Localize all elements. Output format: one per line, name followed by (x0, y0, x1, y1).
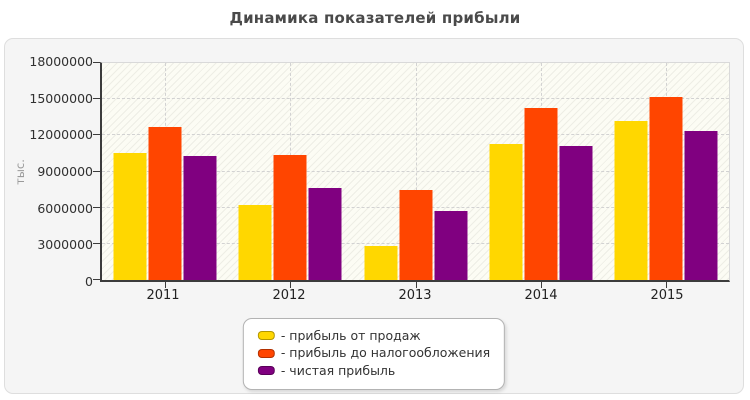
bar-2013-прибыль-от-продаж (364, 246, 397, 280)
legend-item: - прибыль до налогообложения (257, 345, 491, 363)
bar-2015-прибыль-от-продаж (614, 121, 648, 280)
bar-2011-прибыль-от-продаж (113, 153, 147, 280)
legend-swatch-icon (257, 366, 275, 376)
y-tick-label: 15000000 (29, 90, 93, 106)
bar-2014-прибыль-от-продаж (489, 144, 523, 280)
legend-item-label: - прибыль до налогообложения (280, 345, 491, 360)
x-tick-label: 2015 (650, 288, 684, 303)
bar-group-2011 (113, 63, 217, 280)
x-axis-tick-labels: 2011 2012 2013 2014 2015 (100, 288, 730, 308)
x-axis-tick-mark (290, 282, 292, 288)
x-axis-tick-mark (164, 282, 166, 288)
bar-group-2012 (238, 63, 342, 280)
bar-2013-прибыль-до-налогообложения (399, 189, 432, 280)
legend-item-label: - прибыль от продаж (280, 327, 421, 343)
y-axis-tick-mark (93, 134, 100, 136)
chart-panel: тыс. 0 3000000 6000000 9000000 12000000 15000… (4, 38, 744, 394)
y-axis-tick-mark (93, 206, 100, 208)
bar-group-2013 (364, 63, 467, 280)
bar-2012-прибыль-до-налогообложения (273, 155, 307, 280)
x-tick-label: 2012 (272, 288, 306, 303)
y-axis-tick-mark (93, 62, 100, 63)
bar-2011-прибыль-до-налогообложения (148, 126, 182, 280)
x-axis-tick-mark (415, 282, 417, 288)
legend-swatch-icon (257, 331, 275, 341)
legend-swatch-icon (257, 348, 275, 358)
y-tick-label: 12000000 (29, 127, 93, 143)
bar-2013-чистая-прибыль (434, 210, 467, 280)
x-tick-label: 2011 (146, 288, 180, 303)
x-tick-label: 2014 (524, 288, 558, 303)
chart-title: Динамика показателей прибыли (229, 9, 521, 27)
plot-area (93, 62, 730, 288)
bar-2012-чистая-прибыль (308, 187, 342, 280)
legend-item: - прибыль от продаж (257, 327, 490, 345)
x-axis-tick-mark (666, 282, 668, 288)
gridline-vertical (415, 63, 417, 280)
bar-group-2015 (614, 63, 718, 280)
y-axis-tick-mark (93, 279, 100, 280)
bar-2015-чистая-прибыль (684, 131, 718, 280)
bar-2014-прибыль-до-налогообложения (524, 107, 558, 280)
y-axis-tick-mark (93, 170, 100, 172)
y-tick-label: 18000000 (29, 54, 93, 69)
y-tick-label: 9000000 (37, 164, 93, 179)
y-axis-tick-labels: 0 3000000 6000000 9000000 12000000 15000000 18… (5, 54, 93, 289)
bar-2011-чистая-прибыль (183, 155, 217, 280)
y-axis-tick-mark (93, 98, 100, 100)
bar-2012-прибыль-от-продаж (238, 205, 272, 280)
y-tick-label: 0 (85, 274, 93, 289)
x-tick-label: 2013 (398, 288, 432, 303)
y-tick-label: 6000000 (37, 200, 93, 216)
bar-2014-чистая-прибыль (559, 145, 593, 280)
legend-item-label: - чистая прибыль (280, 362, 396, 378)
legend: - прибыль от продаж - прибыль до налогооб… (242, 318, 506, 390)
bar-group-2014 (489, 63, 593, 280)
legend-item: - чистая прибыль (257, 362, 490, 380)
x-axis-tick-mark (540, 282, 542, 288)
bar-2015-прибыль-до-налогообложения (649, 96, 683, 280)
y-tick-label: 3000000 (37, 237, 93, 253)
y-axis-tick-mark (93, 242, 100, 244)
